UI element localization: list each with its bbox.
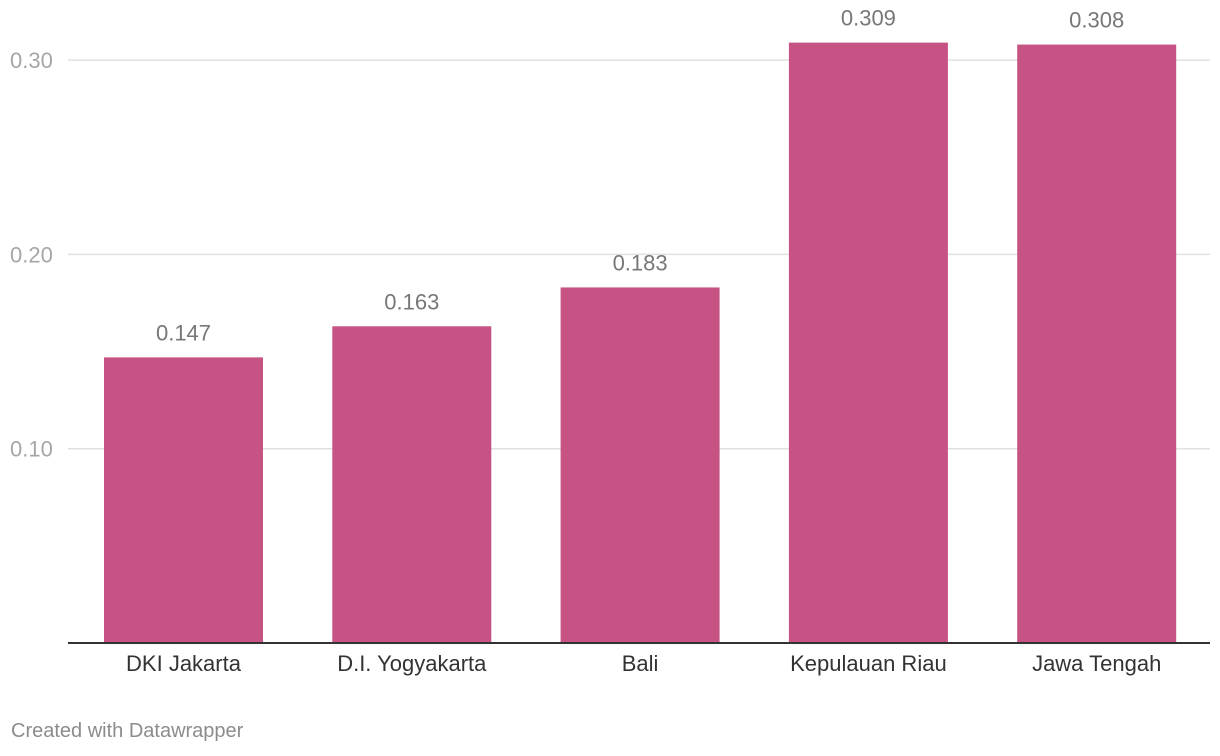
value-label: 0.309 [841,6,896,31]
value-labels: 0.147 0.163 0.183 0.309 0.308 [156,6,1124,346]
bar [560,287,720,643]
category-label: Bali [622,651,659,676]
category-label: Jawa Tengah [1032,651,1161,676]
bar [1017,44,1177,643]
bars [104,42,1177,644]
category-label: D.I. Yogyakarta [337,651,487,676]
credit-text: Created with Datawrapper [11,720,244,742]
y-tick-label: 0.10 [10,437,53,462]
y-axis-ticks: 0.10 0.20 0.30 [10,48,53,462]
y-tick-label: 0.30 [10,48,53,73]
bar [788,42,948,644]
bar-chart: 0.10 0.20 0.30 0.147 0.163 0.183 0.309 0.308 D… [10,6,1210,676]
value-label: 0.163 [384,289,439,314]
y-tick-label: 0.20 [10,242,53,267]
value-label: 0.147 [156,320,211,345]
x-axis-categories: DKI Jakarta D.I. Yogyakarta Bali Kepulauan … [126,651,1161,676]
bar [104,357,263,643]
value-label: 0.308 [1069,8,1124,33]
bar [332,326,492,643]
value-label: 0.183 [613,250,668,275]
category-label: Kepulauan Riau [790,651,947,676]
category-label: DKI Jakarta [126,651,242,676]
